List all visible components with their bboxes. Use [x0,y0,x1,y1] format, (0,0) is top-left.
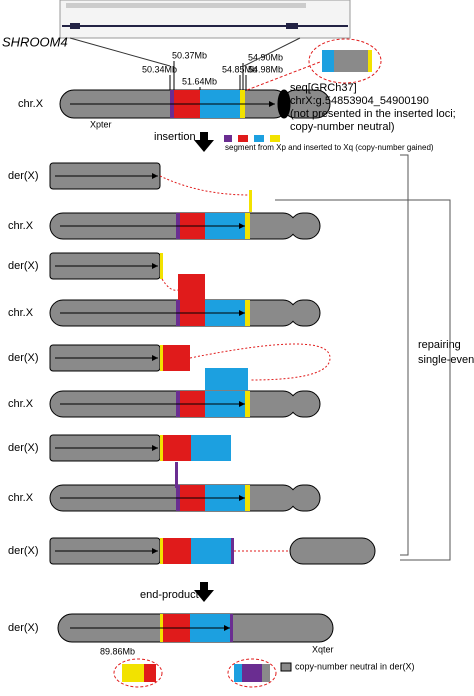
segment [163,538,191,564]
segment [224,135,232,142]
repair-path [189,343,331,381]
step-label: insertion [154,131,196,143]
segment [160,253,163,279]
inset-text: seq[GRCh37] [290,82,357,94]
segment [234,664,242,682]
chromosome-label: chr.X [18,98,44,110]
segment [160,435,163,461]
segment [254,135,264,142]
position-label: 54.90Mb [248,52,283,62]
position-label: 54.85Mb [222,64,257,74]
step-label: end-product [140,589,199,601]
arrow-head [152,355,158,361]
step-arrow [194,132,214,152]
segment [245,300,250,326]
zoom-line [243,37,301,67]
inset-outline [113,658,163,688]
segment [178,274,205,300]
segment [245,391,250,417]
inset-outline [227,658,277,688]
gene-label: SHROOM4 [2,34,68,49]
brace [400,154,409,556]
row-label: der(X) [8,442,39,454]
inset-grey [334,50,370,72]
repair-path [159,175,251,196]
position-label: 89.86Mb [100,646,135,656]
segment [163,345,190,371]
segment [191,435,231,461]
row-label: chr.X [8,220,34,232]
repair-path [161,278,179,291]
segment [245,485,250,511]
centromere [277,89,291,119]
row-label: chr.X [8,307,34,319]
arrow-head [152,548,158,554]
row-label: chr.X [8,492,34,504]
segment [160,538,163,564]
pter-label: Xpter [90,119,112,129]
legend-text: segment from Xp and inserted to Xq (copy… [225,143,434,152]
arrow-head [239,223,245,229]
inset-text: copy-number neutral) [290,121,395,133]
inset-red [144,664,156,682]
legend-text: copy-number neutral in der(X) [295,661,415,671]
segment [205,368,248,390]
row-label: der(X) [8,260,39,272]
segment [160,345,163,371]
arrow-head [152,263,158,269]
segment [249,190,252,212]
segment [368,50,372,72]
arrow-head [152,445,158,451]
ideogram [66,3,306,8]
segment [245,213,250,239]
segment [122,664,144,682]
position-label: 51.64Mb [182,76,217,86]
inset-text: (not presented in the inserted loci; [290,108,456,120]
row-label: der(X) [8,622,39,634]
segment [175,462,178,488]
segment [270,135,280,142]
row-label: der(X) [8,545,39,557]
row-label: der(X) [8,352,39,364]
brace-label: single-event [418,354,474,366]
inset-outline [308,38,382,84]
position-label: 50.37Mb [172,50,207,60]
segment [191,538,231,564]
centromere [288,305,296,321]
segment [322,50,334,72]
centromere [288,396,296,412]
step-arrow [194,582,214,602]
inset-grey [262,664,270,682]
position-label: 54.98Mb [248,64,283,74]
segment [231,538,234,564]
inset-text: chrX:g.54853904_54900190 [290,95,429,107]
arrow-head [224,625,230,631]
segment [163,435,191,461]
row-label: der(X) [8,170,39,182]
arrow-head [239,401,245,407]
row-label: chr.X [8,398,34,410]
legend-swatch [280,662,292,672]
exon [70,23,80,29]
arrow-head [239,310,245,316]
position-label: 50.34Mb [142,64,177,74]
der-q-arm [289,537,376,565]
exon [286,23,298,29]
brace-label: repairing [418,339,461,351]
zoom-line [69,37,171,67]
qter-label: Xqter [312,644,334,654]
brace [275,199,451,561]
segment [230,614,233,642]
segment [238,135,248,142]
inset-link [246,61,321,91]
centromere [288,218,296,234]
arrow-head [269,101,275,107]
centromere [288,490,296,506]
segment [242,664,262,682]
arrow-head [152,173,158,179]
arrow-head [239,495,245,501]
